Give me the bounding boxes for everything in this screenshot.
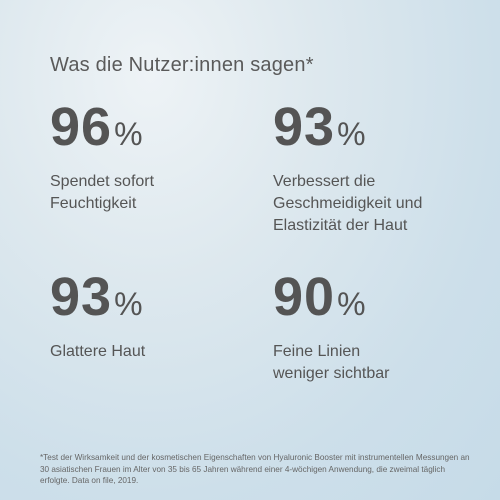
stat-number: 90% (273, 270, 483, 331)
stat-label: Spendet sofort Feuchtigkeit (50, 171, 260, 215)
title: Was die Nutzer:innen sagen* (50, 54, 314, 76)
stat-number: 96% (50, 100, 260, 161)
stat-value: 96 (50, 97, 113, 157)
stat-label: Verbessert die Geschmeidigkeit und Elastiz… (273, 171, 483, 237)
stat-label: Glattere Haut (50, 341, 260, 363)
stat-value: 90 (273, 267, 336, 327)
stat-label-line: weniger sichtbar (273, 365, 390, 382)
stat: 96% Spendet sofort Feuchtigkeit (50, 100, 260, 215)
stat-label-line: Spendet sofort (50, 173, 155, 190)
stat-unit: % (337, 286, 367, 322)
stat-unit: % (114, 116, 144, 152)
stat: 90% Feine Linien weniger sichtbar (273, 270, 483, 385)
stat-label-line: Elastizität der Haut (273, 217, 408, 234)
stat-value: 93 (50, 267, 113, 327)
stat-label-line: Verbessert die (273, 173, 376, 190)
footnote: *Test der Wirksamkeit und der kosmetisch… (40, 452, 480, 487)
footnote-line: erfolgte. Data on file, 2019. (40, 476, 139, 485)
stat-label-line: Geschmeidigkeit und (273, 195, 423, 212)
stat-number: 93% (273, 100, 483, 161)
footnote-line: 30 asiatischen Frauen im Alter von 35 bi… (40, 464, 446, 474)
stat-label-line: Glattere Haut (50, 343, 146, 360)
footnote-line: *Test der Wirksamkeit und der kosmetisch… (40, 453, 470, 462)
stat-value: 93 (273, 97, 336, 157)
stat-unit: % (337, 116, 367, 152)
stat: 93% Glattere Haut (50, 270, 260, 363)
stat-label-line: Feuchtigkeit (50, 195, 137, 212)
stat-label: Feine Linien weniger sichtbar (273, 341, 483, 385)
stat-label-line: Feine Linien (273, 343, 361, 360)
stat-unit: % (114, 286, 144, 322)
stat-number: 93% (50, 270, 260, 331)
stat: 93% Verbessert die Geschmeidigkeit und Elas… (273, 100, 483, 237)
